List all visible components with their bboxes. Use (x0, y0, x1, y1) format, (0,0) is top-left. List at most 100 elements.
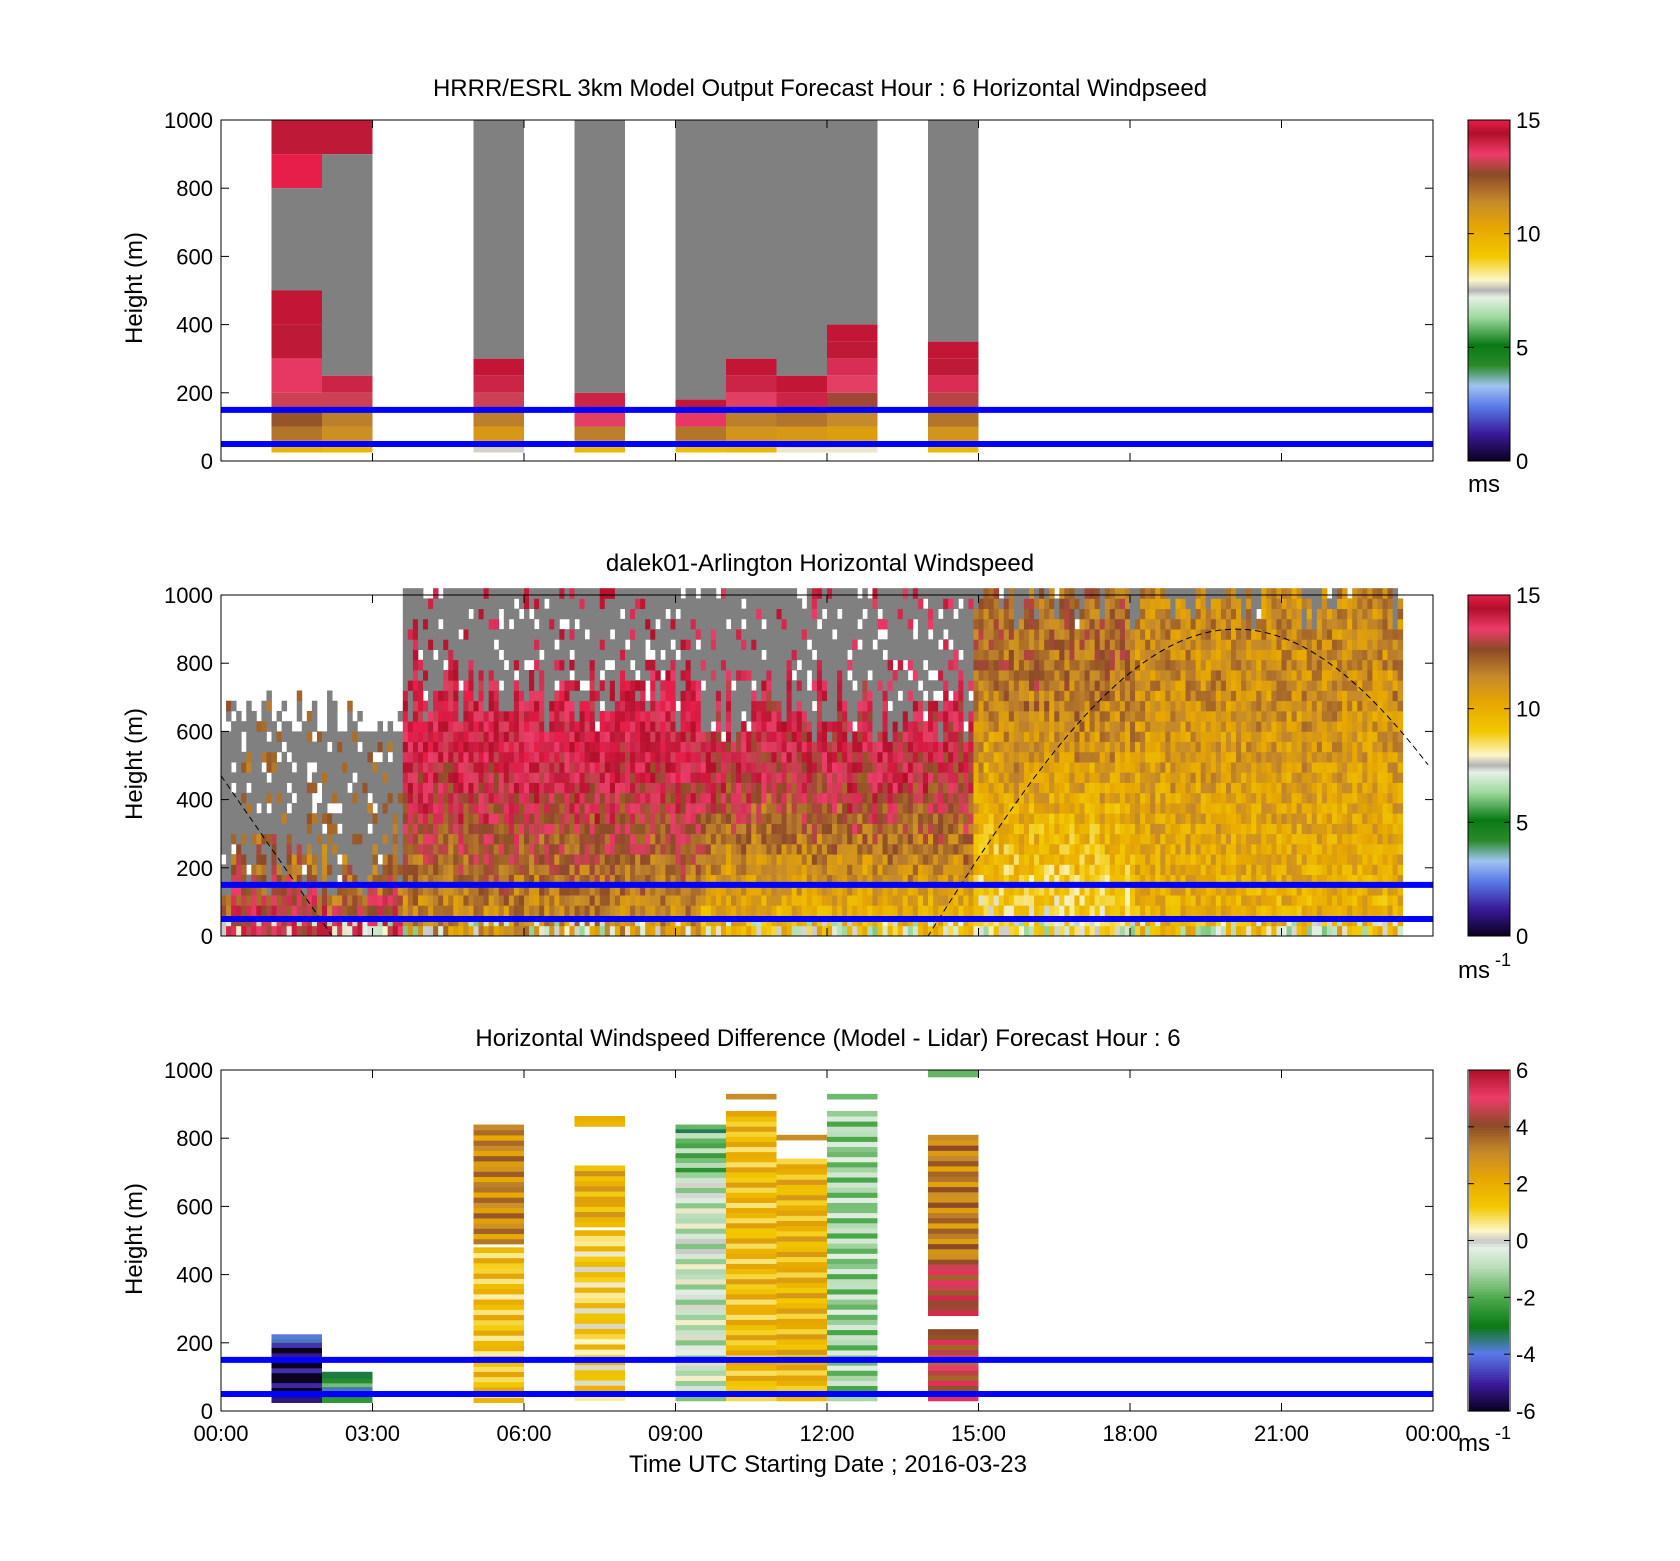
lidar-cell (640, 751, 646, 763)
lidar-cell (665, 639, 671, 650)
lidar-cell (766, 751, 772, 763)
lidar-cell (766, 905, 772, 916)
lidar-cell (761, 772, 767, 783)
lidar-cell (720, 884, 727, 896)
lidar-cell (882, 874, 888, 886)
lidar-cell (1013, 772, 1020, 783)
lidar-cell (801, 639, 808, 650)
lidar-cell (322, 864, 328, 876)
lidar-cell (382, 854, 389, 865)
lidar-cell (493, 874, 500, 886)
lidar-cell (1029, 833, 1035, 845)
lidar-cell (241, 792, 247, 804)
lidar-cell (958, 731, 964, 743)
lidar-cell (372, 813, 378, 824)
lidar-cell (296, 731, 303, 743)
lidar-cell (594, 629, 601, 640)
lidar-cell (973, 884, 979, 896)
lidar-cell (412, 905, 419, 916)
lidar-cell (892, 680, 899, 691)
lidar-cell (938, 792, 944, 804)
lidar-cell (554, 618, 560, 630)
lidar-cell (357, 792, 363, 804)
lidar-cell (539, 772, 545, 783)
lidar-cell (690, 874, 697, 886)
lidar-cell (392, 884, 399, 896)
lidar-cell (1034, 762, 1040, 773)
lidar-cell (720, 792, 727, 804)
lidar-cell (771, 598, 777, 610)
lidar-cell (1003, 874, 1010, 886)
lidar-cell (968, 741, 974, 753)
lidar-cell (382, 895, 389, 906)
lidar-cell (423, 659, 429, 671)
lidar-cell (650, 803, 656, 814)
lidar-cell (513, 588, 520, 599)
lidar-cell (246, 710, 252, 722)
lidar-cell (559, 608, 565, 620)
lidar-cell (609, 772, 616, 783)
lidar-cell (791, 813, 798, 824)
lidar-cell (948, 649, 954, 661)
lidar-cell (574, 803, 580, 814)
lidar-cell (1008, 895, 1015, 906)
lidar-cell (468, 700, 474, 712)
lidar-cell (221, 762, 227, 773)
lidar-cell (963, 639, 969, 650)
lidar-cell (291, 751, 298, 763)
lidar-cell (1023, 741, 1030, 753)
lidar-cell (438, 680, 444, 691)
lidar-cell (816, 629, 823, 640)
lidar-cell (685, 670, 692, 681)
lidar-cell (968, 639, 974, 650)
lidar-cell (862, 690, 868, 702)
lidar-cell (983, 680, 989, 691)
lidar-cell (680, 925, 686, 937)
lidar-cell (498, 823, 505, 835)
lidar-cell (614, 659, 621, 671)
lidar-cell (710, 895, 717, 906)
lidar-cell (251, 803, 257, 814)
lidar-cell (867, 710, 873, 722)
lidar-cell (837, 874, 843, 886)
lidar-cell (473, 813, 479, 824)
lidar-cell (584, 803, 591, 814)
lidar-cell (973, 721, 979, 732)
lidar-cell (236, 721, 242, 732)
lidar-cell (670, 731, 676, 743)
lidar-cell (801, 741, 808, 753)
lidar-cell (801, 803, 808, 814)
lidar-cell (786, 843, 793, 855)
lidar-cell (842, 721, 848, 732)
lidar-cell (1034, 895, 1040, 906)
lidar-cell (417, 721, 424, 732)
lidar-cell (311, 721, 318, 732)
lidar-cell (513, 884, 520, 896)
lidar-cell (316, 813, 323, 824)
lidar-cell (1029, 670, 1035, 681)
lidar-cell (352, 762, 358, 773)
lidar-cell (700, 588, 707, 599)
lidar-cell (453, 813, 459, 824)
lidar-cell (306, 905, 313, 916)
lidar-cell (645, 608, 651, 620)
lidar-cell (291, 823, 298, 835)
lidar-cell (978, 649, 984, 661)
lidar-cell (907, 854, 914, 865)
lidar-cell (877, 649, 883, 661)
lidar-cell (1023, 823, 1030, 835)
lidar-cell (897, 843, 904, 855)
lidar-cell (493, 792, 500, 804)
lidar-cell (306, 843, 313, 855)
lidar-cell (821, 721, 828, 732)
lidar-cell (832, 639, 838, 650)
lidar-cell (594, 690, 601, 702)
lidar-cell (448, 895, 454, 906)
lidar-cell (438, 843, 444, 855)
lidar-cell (922, 864, 929, 876)
lidar-cell (412, 751, 419, 763)
lidar-cell (928, 618, 934, 630)
lidar-cell (337, 833, 343, 845)
lidar-cell (407, 649, 414, 661)
lidar-cell (463, 639, 469, 650)
